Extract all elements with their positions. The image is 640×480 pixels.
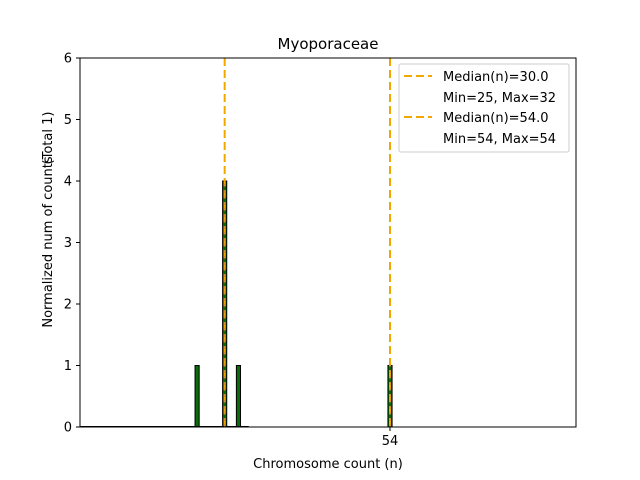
plot-frame bbox=[79, 57, 577, 428]
bar-n-26 bbox=[194, 365, 200, 428]
legend-label-0: Median(n)=30.0 bbox=[443, 70, 549, 85]
y-tick-label-1: 1 bbox=[64, 359, 72, 374]
legend-box bbox=[398, 63, 570, 153]
legend-label-1: Median(n)=54.0 bbox=[443, 111, 549, 126]
x-ticks: 54 bbox=[382, 427, 399, 449]
y-tick-label-4: 4 bbox=[64, 175, 72, 190]
x-tick-label-54: 54 bbox=[382, 434, 399, 449]
y-tick-label-2: 2 bbox=[64, 298, 72, 313]
y-ticks: 0 1 2 3 4 5 6 bbox=[64, 52, 80, 436]
chart-title: Myoporaceae bbox=[278, 35, 379, 53]
y-tick-label-3: 3 bbox=[64, 236, 72, 251]
legend-range-0: Min=25, Max=32 bbox=[443, 91, 556, 106]
x-axis-label: Chromosome count (n) bbox=[253, 457, 403, 472]
bar-n-32 bbox=[235, 365, 242, 428]
y-tick-label-0: 0 bbox=[64, 421, 72, 436]
legend-range-1: Min=54, Max=54 bbox=[443, 132, 556, 147]
y-axis-label: Normalized num of counts bbox=[41, 156, 56, 327]
y-tick-label-5: 5 bbox=[64, 113, 72, 128]
y-axis-total-note: (Total 1) bbox=[41, 112, 56, 165]
legend: Median(n)=30.0 Min=25, Max=32 Median(n)=54… bbox=[398, 63, 570, 153]
median-lines-layer bbox=[223, 58, 391, 427]
y-tick-label-6: 6 bbox=[64, 52, 72, 67]
